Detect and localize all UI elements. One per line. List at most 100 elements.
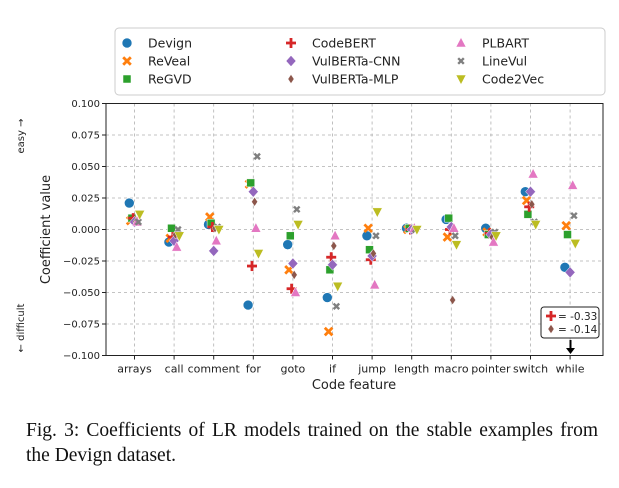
y-tick-label: −0.050 [63, 288, 100, 299]
x-tick-label: macro [434, 363, 469, 376]
legend-marker [455, 74, 467, 86]
legend-label: Devign [148, 36, 192, 51]
legend-label: LineVul [482, 54, 527, 69]
data-point-linevul [134, 218, 143, 226]
x-axis-label: Code feature [312, 378, 396, 393]
figure-caption: Fig. 3: Coefficients of LR models traine… [26, 420, 598, 466]
data-point-vulberta-cnn [287, 257, 299, 270]
x-axis: arrays call comment for goto if jump length macr… [117, 355, 585, 376]
annotation-label: = -0.14 [558, 324, 598, 336]
x-tick-label: comment [188, 363, 241, 376]
y-axis-label: Coefficient value [39, 175, 54, 284]
data-point-plbart [171, 241, 183, 252]
data-point-regvd [286, 231, 295, 241]
legend-marker [121, 37, 133, 49]
data-point-code2vec [213, 225, 225, 236]
x-tick-label: arrays [117, 363, 152, 376]
data-point-regvd [167, 223, 176, 233]
x-tick-label: call [165, 363, 184, 376]
data-point-devign [282, 239, 294, 250]
legend-label: VulBERTa-CNN [312, 54, 401, 69]
data-point-linevul [372, 232, 380, 240]
data-point-code2vec [253, 249, 264, 260]
y-axis-label-difficult: ← difficult [16, 303, 27, 352]
data-point-vulberta-cnn [564, 266, 576, 279]
data-point-plbart [369, 278, 381, 290]
data-point-code2vec [490, 231, 502, 242]
data-point-code2vec [134, 210, 146, 221]
data-point-vulberta-mlp [330, 241, 338, 251]
data-point-plbart [210, 234, 222, 246]
y-tick-label: 0.050 [71, 162, 100, 173]
legend-label: ReGVD [148, 72, 192, 87]
y-tick-label: −0.100 [63, 351, 100, 362]
data-point-code2vec [569, 239, 581, 250]
data-point-plbart [527, 168, 539, 179]
data-point-vulberta-mlp [290, 269, 298, 280]
legend-label: Code2Vec [482, 72, 544, 87]
data-point-code2vec [292, 220, 304, 231]
data-point-plbart [567, 179, 579, 190]
data-point-plbart [290, 286, 301, 297]
legend-marker [122, 56, 132, 66]
y-axis: 0.100 0.075 0.050 0.025 0.000 −0.025 −0.050 −0.… [63, 99, 106, 362]
chart: 0.100 0.075 0.050 0.025 0.000 −0.025 −0.050 −0.… [16, 27, 606, 393]
data-points [124, 152, 581, 337]
data-point-reveal [561, 220, 571, 231]
data-point-linevul [451, 232, 459, 240]
data-point-code2vec [371, 207, 383, 218]
x-tick-label: goto [281, 363, 306, 376]
data-point-code2vec [332, 281, 344, 293]
data-point-devign [124, 197, 135, 209]
data-point-linevul [174, 225, 182, 234]
legend-marker [455, 36, 467, 48]
data-point-devign [242, 299, 254, 311]
x-tick-label: while [556, 363, 585, 376]
data-point-code2vec [411, 225, 423, 236]
legend: Devign ReVeal ReGVD CodeBERT VulBERTa-CNN Vul… [121, 36, 544, 87]
data-point-plbart [329, 229, 341, 241]
legend-label: PLBART [482, 36, 529, 51]
annotation-label: = -0.33 [558, 311, 597, 323]
data-point-plbart [448, 222, 460, 233]
x-tick-label: pointer [471, 363, 511, 376]
data-point-reveal [442, 232, 453, 242]
data-point-regvd [246, 178, 255, 188]
data-point-linevul [570, 211, 578, 220]
gridlines [106, 103, 603, 356]
y-tick-label: 0.100 [71, 99, 100, 110]
y-tick-label: 0.000 [71, 225, 100, 236]
legend-marker [287, 74, 295, 84]
data-point-vulberta-cnn [247, 185, 259, 198]
data-point-vulberta-mlp [251, 196, 258, 207]
legend-marker [285, 55, 297, 67]
legend-box [114, 27, 606, 96]
data-point-vulberta-cnn [525, 185, 536, 198]
legend-marker [286, 38, 296, 48]
y-tick-label: 0.075 [71, 131, 100, 142]
x-tick-label: length [394, 363, 429, 376]
data-point-vulberta-cnn [327, 258, 338, 271]
data-point-vulberta-mlp [528, 199, 536, 210]
data-point-code2vec [451, 240, 462, 251]
data-point-reveal [363, 223, 373, 234]
legend-marker [122, 74, 132, 84]
data-point-vulberta-mlp [370, 248, 377, 259]
y-tick-label: 0.025 [71, 194, 100, 205]
data-point-linevul [332, 302, 341, 311]
annotation-marker [546, 311, 556, 321]
data-point-code2vec [530, 220, 542, 231]
data-point-plbart [250, 222, 262, 233]
x-tick-label: switch [513, 363, 548, 376]
legend-label: VulBERTa-MLP [312, 72, 399, 87]
data-point-reveal [323, 326, 334, 337]
data-point-regvd [444, 213, 453, 223]
data-point-vulberta-mlp [449, 295, 456, 305]
x-tick-label: jump [357, 363, 386, 376]
legend-label: CodeBERT [312, 36, 376, 51]
annotation: = -0.33= -0.14 [546, 311, 598, 336]
legend-label: ReVeal [148, 54, 190, 69]
y-tick-label: −0.025 [63, 257, 100, 268]
down-arrow-icon [566, 340, 575, 354]
annotation-marker [547, 324, 555, 334]
